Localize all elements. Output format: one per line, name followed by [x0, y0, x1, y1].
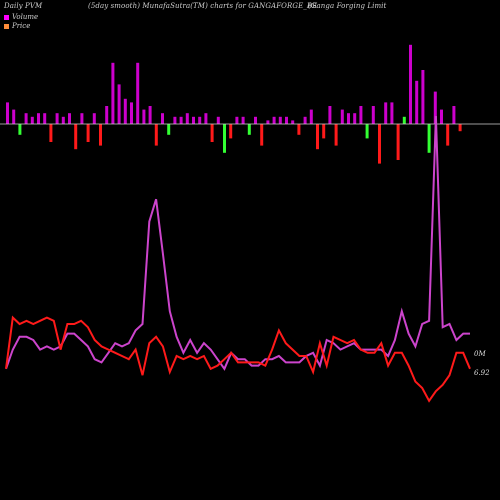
- volume-bar: [316, 124, 319, 150]
- price-series-line: [5, 315, 471, 403]
- volume-bar: [291, 120, 295, 124]
- volume-bar: [173, 116, 177, 124]
- volume-bar: [247, 124, 251, 135]
- volume-bar: [396, 124, 400, 160]
- volume-bar: [99, 124, 102, 146]
- volume-bar: [347, 113, 350, 124]
- volume-bar: [340, 109, 344, 124]
- volume-bar: [24, 113, 28, 124]
- volume-bar: [12, 109, 16, 124]
- volume-bar: [68, 113, 71, 124]
- volume-bar: [285, 116, 288, 124]
- volume-bar: [365, 124, 369, 139]
- volume-bar: [309, 109, 313, 124]
- volume-bar: [402, 116, 406, 124]
- volume-bar: [278, 116, 282, 124]
- volume-bar: [136, 62, 140, 124]
- volume-bar: [297, 124, 301, 135]
- legend-item-price: Price: [4, 22, 30, 30]
- volume-bar: [371, 106, 375, 124]
- volume-bar: [161, 113, 164, 124]
- volume-bars: [6, 44, 462, 164]
- chart-header-title: (5day smooth) MunafaSutra(TM) charts for…: [88, 2, 318, 10]
- volume-bar: [204, 113, 208, 124]
- volume-bar: [334, 124, 338, 146]
- volume-bar: [409, 44, 412, 124]
- volume-bar: [185, 113, 189, 124]
- volume-bar: [18, 124, 22, 135]
- volume-bar: [154, 124, 158, 146]
- volume-bar: [229, 124, 233, 139]
- price-axis-label: 6.92: [474, 369, 490, 377]
- volume-bar: [266, 120, 270, 124]
- volume-bar: [198, 116, 202, 124]
- volume-bar: [452, 106, 456, 124]
- volume-axis-label: 0M: [474, 350, 486, 358]
- volume-bar: [49, 124, 53, 142]
- volume-bar: [74, 124, 78, 150]
- volume-bar: [421, 70, 425, 124]
- volume-bar: [384, 102, 388, 124]
- volume-bar: [446, 124, 450, 146]
- volume-bar: [6, 102, 9, 124]
- volume-bar: [433, 91, 437, 124]
- chart-header-company: (Ganga Forging Limit: [308, 2, 387, 10]
- volume-bar: [92, 113, 96, 124]
- volume-bar: [105, 106, 109, 124]
- volume-bar: [123, 98, 127, 124]
- volume-bar: [130, 102, 133, 124]
- volume-bar: [192, 116, 195, 124]
- volume-bar: [179, 116, 183, 124]
- volume-bar: [216, 116, 220, 124]
- volume-bar: [440, 109, 443, 124]
- volume-bar: [86, 124, 90, 142]
- volume-bar: [142, 109, 146, 124]
- volume-swatch-icon: [4, 14, 9, 20]
- volume-bar: [43, 113, 47, 124]
- volume-bar: [427, 124, 431, 153]
- volume-bar: [322, 124, 326, 139]
- price-swatch-icon: [4, 23, 9, 29]
- volume-bar: [303, 116, 307, 124]
- volume-bar: [241, 116, 245, 124]
- volume-bar: [260, 124, 264, 146]
- volume-bar: [80, 113, 84, 124]
- volume-bar: [148, 106, 152, 124]
- volume-bar: [37, 113, 40, 124]
- volume-bar: [390, 102, 394, 124]
- volume-bar: [223, 124, 226, 153]
- volume-bar: [61, 116, 65, 124]
- volume-bar: [328, 106, 332, 124]
- volume-bar: [210, 124, 214, 142]
- volume-bar: [117, 84, 121, 124]
- volume-bar: [415, 80, 419, 124]
- volume-bar: [254, 116, 257, 124]
- volume-bar: [111, 62, 115, 124]
- legend-label-volume: Volume: [12, 13, 39, 21]
- legend-label-price: Price: [12, 22, 31, 30]
- volume-bar: [30, 116, 34, 124]
- legend-item-volume: Volume: [4, 13, 38, 21]
- volume-bar: [458, 124, 462, 132]
- volume-bar: [359, 106, 363, 124]
- chart-header-left: Daily PVM: [4, 2, 43, 10]
- volume-bar: [378, 124, 381, 164]
- volume-bar: [235, 116, 239, 124]
- volume-bar: [353, 113, 357, 124]
- volume-bar: [167, 124, 171, 135]
- volume-bar: [55, 113, 59, 124]
- volume-series-line: [5, 115, 470, 371]
- volume-bar: [272, 116, 276, 124]
